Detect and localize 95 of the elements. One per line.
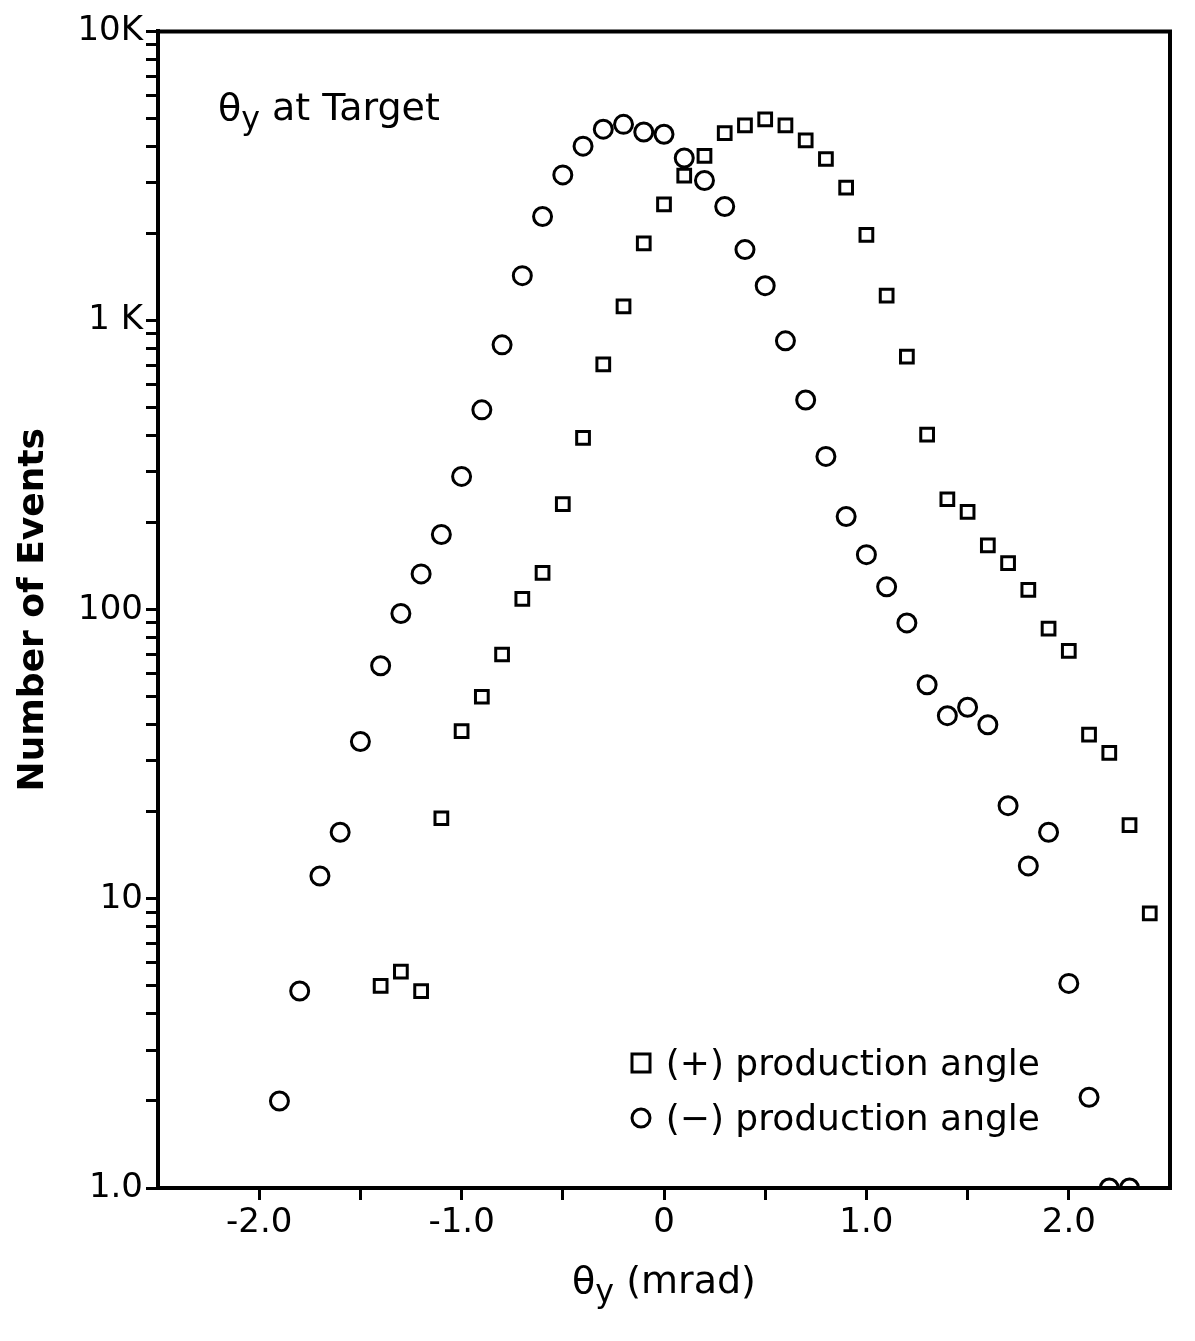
point — [390, 603, 412, 625]
point — [1000, 555, 1016, 571]
point — [774, 330, 796, 352]
x-axis-title: θ$_{y}$ (mrad) — [571, 1258, 757, 1309]
point — [635, 235, 652, 252]
x-tick-label: 0 — [653, 1200, 675, 1241]
point — [716, 125, 733, 141]
point — [1020, 582, 1037, 598]
point — [289, 980, 311, 1002]
point — [693, 170, 715, 192]
point — [957, 696, 979, 718]
point — [979, 537, 996, 554]
point — [815, 445, 837, 467]
point — [835, 506, 857, 528]
point — [818, 151, 834, 167]
point — [757, 111, 774, 128]
point — [1078, 1086, 1100, 1108]
y-tick-label: 10K — [77, 8, 145, 49]
x-tick-label: -1.0 — [428, 1200, 495, 1241]
point — [453, 723, 470, 740]
point — [797, 132, 814, 149]
x-tick-label: -2.0 — [226, 1200, 293, 1241]
legend-label: (−) production angle — [665, 1097, 1040, 1138]
point — [370, 655, 392, 677]
point — [754, 275, 776, 297]
point — [413, 983, 429, 999]
point — [473, 688, 490, 705]
point — [653, 123, 675, 145]
point — [673, 147, 695, 169]
point — [737, 117, 753, 134]
point — [1060, 643, 1077, 659]
point — [410, 563, 432, 585]
point — [552, 164, 574, 186]
point — [532, 206, 554, 227]
point — [491, 334, 513, 356]
point — [309, 865, 331, 887]
point — [1038, 821, 1060, 843]
point — [656, 196, 672, 213]
point — [899, 348, 915, 365]
point — [329, 821, 351, 843]
point — [572, 135, 594, 157]
point — [1058, 972, 1080, 994]
point — [795, 389, 817, 411]
point — [372, 978, 389, 994]
point — [977, 714, 999, 736]
y-tick-label: 100 — [78, 586, 143, 627]
point — [878, 287, 895, 304]
point — [855, 544, 877, 566]
point — [615, 298, 632, 315]
point — [936, 705, 958, 727]
point — [959, 503, 976, 520]
point — [777, 117, 794, 134]
y-tick-label: 10 — [99, 875, 143, 916]
point — [916, 674, 938, 696]
point — [592, 118, 614, 140]
point — [471, 399, 493, 421]
point — [997, 795, 1019, 817]
point — [595, 356, 612, 373]
point — [676, 167, 693, 184]
text: θ$_{y}$ at Target — [218, 85, 440, 136]
point — [511, 265, 533, 287]
point — [1121, 817, 1138, 833]
point — [494, 646, 510, 663]
y-axis-title: Number of Events — [9, 427, 51, 792]
point — [268, 1090, 290, 1112]
point — [430, 524, 452, 545]
y-tick-label: 1 K — [88, 297, 145, 338]
point — [1141, 905, 1158, 922]
point — [633, 121, 655, 143]
point — [451, 465, 473, 487]
point — [534, 565, 551, 581]
point — [514, 591, 531, 607]
point — [393, 963, 409, 980]
point — [1081, 726, 1097, 743]
point — [696, 148, 713, 164]
x-tick-label: 2.0 — [1041, 1200, 1096, 1241]
point — [838, 179, 855, 196]
point — [1040, 620, 1057, 637]
point — [433, 810, 450, 827]
point — [613, 113, 635, 135]
point — [734, 239, 756, 261]
point — [575, 429, 591, 446]
point — [919, 426, 935, 443]
point — [349, 731, 371, 753]
x-tick-label: 1.0 — [839, 1200, 894, 1241]
point — [876, 576, 898, 598]
legend-label: (+) production angle — [665, 1042, 1040, 1083]
point — [554, 496, 571, 512]
point — [939, 491, 956, 508]
point — [858, 226, 875, 243]
point — [1017, 855, 1039, 877]
point — [1101, 744, 1118, 761]
y-tick-label: 1.0 — [88, 1164, 143, 1205]
point — [896, 612, 918, 634]
point — [714, 195, 736, 217]
